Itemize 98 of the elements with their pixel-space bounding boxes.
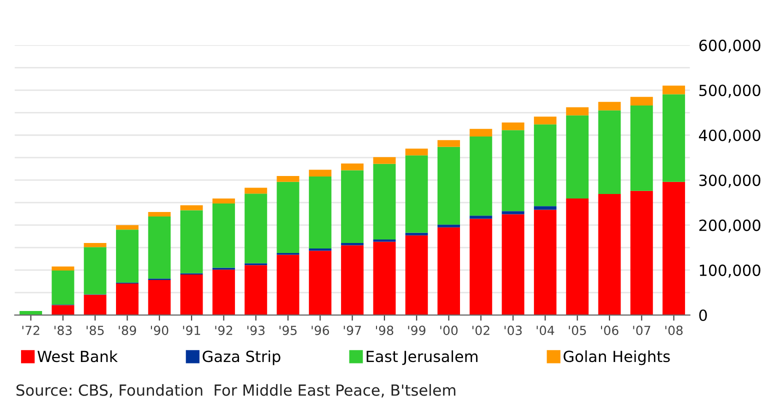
bar bbox=[630, 96, 653, 106]
bar bbox=[630, 105, 653, 191]
bar bbox=[308, 250, 332, 316]
bar bbox=[662, 86, 686, 94]
bar bbox=[630, 190, 653, 316]
x-tick-label: '06 bbox=[601, 326, 618, 336]
x-tick-label: '92 bbox=[215, 326, 232, 336]
x-tick-label: '89 bbox=[118, 326, 136, 336]
bar bbox=[405, 232, 428, 236]
bar bbox=[308, 170, 332, 176]
legend-label: Golan Heights bbox=[564, 350, 670, 366]
bar bbox=[84, 247, 106, 294]
bar bbox=[116, 230, 139, 283]
y-tick-label: 400,000 bbox=[698, 130, 760, 143]
bar bbox=[598, 194, 621, 316]
bar bbox=[148, 216, 171, 279]
legend-label: West Bank bbox=[38, 350, 118, 362]
bar bbox=[502, 211, 524, 214]
bar bbox=[534, 210, 556, 316]
bar bbox=[276, 254, 300, 316]
bar bbox=[662, 182, 686, 316]
bar bbox=[212, 203, 235, 268]
bar bbox=[52, 270, 74, 305]
bar bbox=[470, 128, 492, 136]
bar bbox=[52, 266, 74, 270]
bar bbox=[116, 225, 139, 230]
bar bbox=[598, 110, 621, 194]
bar bbox=[502, 130, 524, 212]
bar bbox=[598, 102, 621, 110]
bar bbox=[502, 122, 524, 130]
bar bbox=[276, 182, 300, 253]
source-note: Source: CBS, Foundation For Middle East Peace, B'tselem bbox=[16, 384, 456, 398]
bar bbox=[438, 140, 460, 147]
y-tick-label: 300,000 bbox=[699, 174, 760, 188]
x-tick-label: '99 bbox=[408, 326, 426, 336]
x-tick-label: '07 bbox=[633, 326, 650, 336]
bar bbox=[180, 205, 203, 210]
bar bbox=[341, 170, 364, 244]
bar bbox=[502, 214, 524, 316]
bar bbox=[52, 305, 74, 316]
bar bbox=[438, 224, 460, 228]
x-tick-label: '97 bbox=[344, 326, 361, 336]
bar bbox=[148, 280, 171, 316]
bar bbox=[438, 227, 460, 316]
x-tick-label: '05 bbox=[568, 326, 586, 336]
bar bbox=[405, 155, 428, 233]
y-tick-label: 600,000 bbox=[699, 40, 760, 53]
bar bbox=[534, 206, 556, 210]
bar bbox=[373, 242, 396, 316]
bar bbox=[244, 265, 268, 316]
x-tick-label: '98 bbox=[376, 326, 394, 336]
x-tick-label: '04 bbox=[536, 326, 554, 336]
bar bbox=[438, 146, 460, 225]
bar bbox=[244, 194, 268, 264]
bar bbox=[212, 270, 235, 316]
x-tick-label: '93 bbox=[247, 326, 265, 336]
bar bbox=[405, 235, 428, 316]
legend-label: East Jerusalem bbox=[366, 350, 478, 366]
legend-label: Gaza Strip bbox=[202, 350, 280, 366]
x-tick-label: '02 bbox=[472, 326, 490, 336]
x-tick-label: '00 bbox=[440, 326, 458, 336]
y-tick-label: 200,000 bbox=[699, 220, 760, 233]
x-tick-label: '85 bbox=[86, 326, 104, 336]
bar bbox=[373, 164, 396, 240]
x-tick-label: '72 bbox=[22, 326, 40, 335]
x-tick-label: '08 bbox=[665, 326, 683, 336]
x-tick-label: '83 bbox=[54, 326, 72, 336]
y-tick-label: 100,000 bbox=[700, 264, 760, 278]
bar bbox=[534, 124, 556, 206]
bar bbox=[148, 212, 171, 217]
bar bbox=[180, 210, 203, 274]
bar bbox=[276, 176, 300, 182]
bar bbox=[308, 176, 332, 248]
bar bbox=[566, 198, 589, 316]
bar bbox=[84, 243, 106, 248]
x-tick-label: '91 bbox=[183, 326, 200, 336]
bar bbox=[84, 294, 106, 316]
bar bbox=[566, 107, 589, 116]
bar bbox=[373, 157, 396, 164]
x-tick-label: '90 bbox=[150, 326, 168, 336]
bar bbox=[244, 188, 268, 194]
bar bbox=[180, 274, 203, 316]
bar bbox=[470, 216, 492, 219]
bar bbox=[534, 116, 556, 124]
bar bbox=[212, 198, 235, 204]
y-tick-label: 500,000 bbox=[699, 84, 760, 98]
bar bbox=[405, 148, 428, 156]
y-tick-label: 0 bbox=[699, 309, 707, 322]
x-tick-label: '95 bbox=[280, 326, 297, 336]
bar bbox=[470, 136, 492, 216]
bar bbox=[566, 115, 589, 199]
bar bbox=[470, 218, 492, 316]
x-tick-label: '03 bbox=[504, 326, 522, 336]
bar bbox=[116, 284, 139, 316]
bar bbox=[341, 163, 364, 170]
x-tick-label: '96 bbox=[312, 326, 330, 336]
bar bbox=[662, 94, 686, 182]
bar bbox=[341, 245, 364, 316]
